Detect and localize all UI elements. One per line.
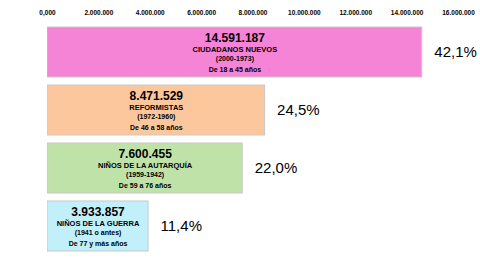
- svg-text:12.000.000: 12.000.000: [339, 9, 372, 16]
- svg-text:8.000.000: 8.000.000: [239, 9, 268, 16]
- svg-text:10.000.000: 10.000.000: [288, 9, 321, 16]
- svg-text:8.471.529: 8.471.529: [130, 89, 184, 103]
- svg-text:7.600.455: 7.600.455: [118, 147, 172, 161]
- svg-text:16.000.000: 16.000.000: [442, 9, 475, 16]
- svg-text:REFORMISTAS: REFORMISTAS: [129, 103, 183, 112]
- svg-text:(1941 o antes): (1941 o antes): [75, 229, 122, 237]
- svg-text:(1972-1960): (1972-1960): [137, 113, 175, 121]
- svg-text:(2000-1973): (2000-1973): [216, 55, 254, 63]
- svg-text:22,0%: 22,0%: [255, 159, 298, 176]
- svg-text:24,5%: 24,5%: [277, 101, 320, 118]
- svg-text:2.000.000: 2.000.000: [84, 9, 113, 16]
- svg-text:14.591.187: 14.591.187: [205, 31, 265, 45]
- svg-text:6.000.000: 6.000.000: [187, 9, 216, 16]
- svg-text:0,000: 0,000: [39, 9, 56, 17]
- svg-text:CIUDADANOS NUEVOS: CIUDADANOS NUEVOS: [193, 45, 278, 54]
- svg-text:14.000.000: 14.000.000: [391, 9, 424, 16]
- svg-text:3.933.857: 3.933.857: [71, 205, 125, 219]
- svg-text:De 59 a 76 años: De 59 a 76 años: [119, 182, 172, 189]
- svg-text:42,1%: 42,1%: [434, 43, 477, 60]
- svg-text:De 46 a 58 años: De 46 a 58 años: [130, 124, 183, 131]
- svg-text:(1959-1942): (1959-1942): [126, 171, 164, 179]
- svg-text:4.000.000: 4.000.000: [136, 9, 165, 16]
- svg-text:De 77 y más años: De 77 y más años: [69, 240, 128, 248]
- svg-text:NIÑOS DE LA AUTARQUÍA: NIÑOS DE LA AUTARQUÍA: [98, 161, 193, 170]
- svg-text:De 18 a 45 años: De 18 a 45 años: [209, 66, 262, 73]
- svg-text:11,4%: 11,4%: [161, 217, 202, 234]
- svg-text:NIÑOS DE LA GUERRA: NIÑOS DE LA GUERRA: [57, 219, 140, 228]
